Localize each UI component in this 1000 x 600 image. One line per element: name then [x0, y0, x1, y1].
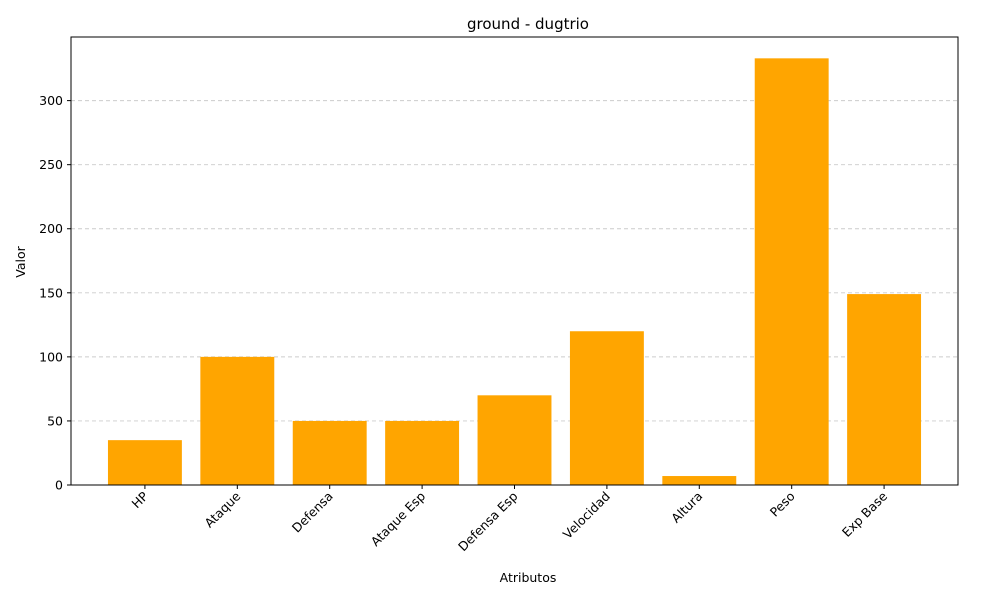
y-tick-label: 300: [39, 93, 63, 108]
bar-exp-base: [847, 294, 922, 485]
bar-peso: [754, 58, 829, 485]
bar-defensa-esp: [477, 395, 552, 485]
bar-ataque-esp: [385, 420, 460, 485]
bar-altura: [662, 476, 737, 485]
y-tick-label: 50: [47, 413, 63, 428]
bar-ataque: [200, 356, 275, 485]
x-axis-title: Atributos: [500, 570, 557, 585]
bars: [107, 58, 922, 485]
y-tick-label: 250: [39, 157, 63, 172]
chart-title: ground - dugtrio: [467, 15, 589, 33]
y-ticks: 0 50 100 150 200 250 300: [39, 93, 71, 493]
bar-velocidad: [569, 331, 644, 485]
bar-hp: [107, 440, 182, 485]
y-tick-label: 100: [39, 349, 63, 364]
bar-defensa: [292, 420, 367, 485]
y-axis-title: Valor: [13, 245, 28, 277]
y-tick-label: 200: [39, 221, 63, 236]
y-tick-label: 0: [55, 478, 63, 493]
y-tick-label: 150: [39, 285, 63, 300]
